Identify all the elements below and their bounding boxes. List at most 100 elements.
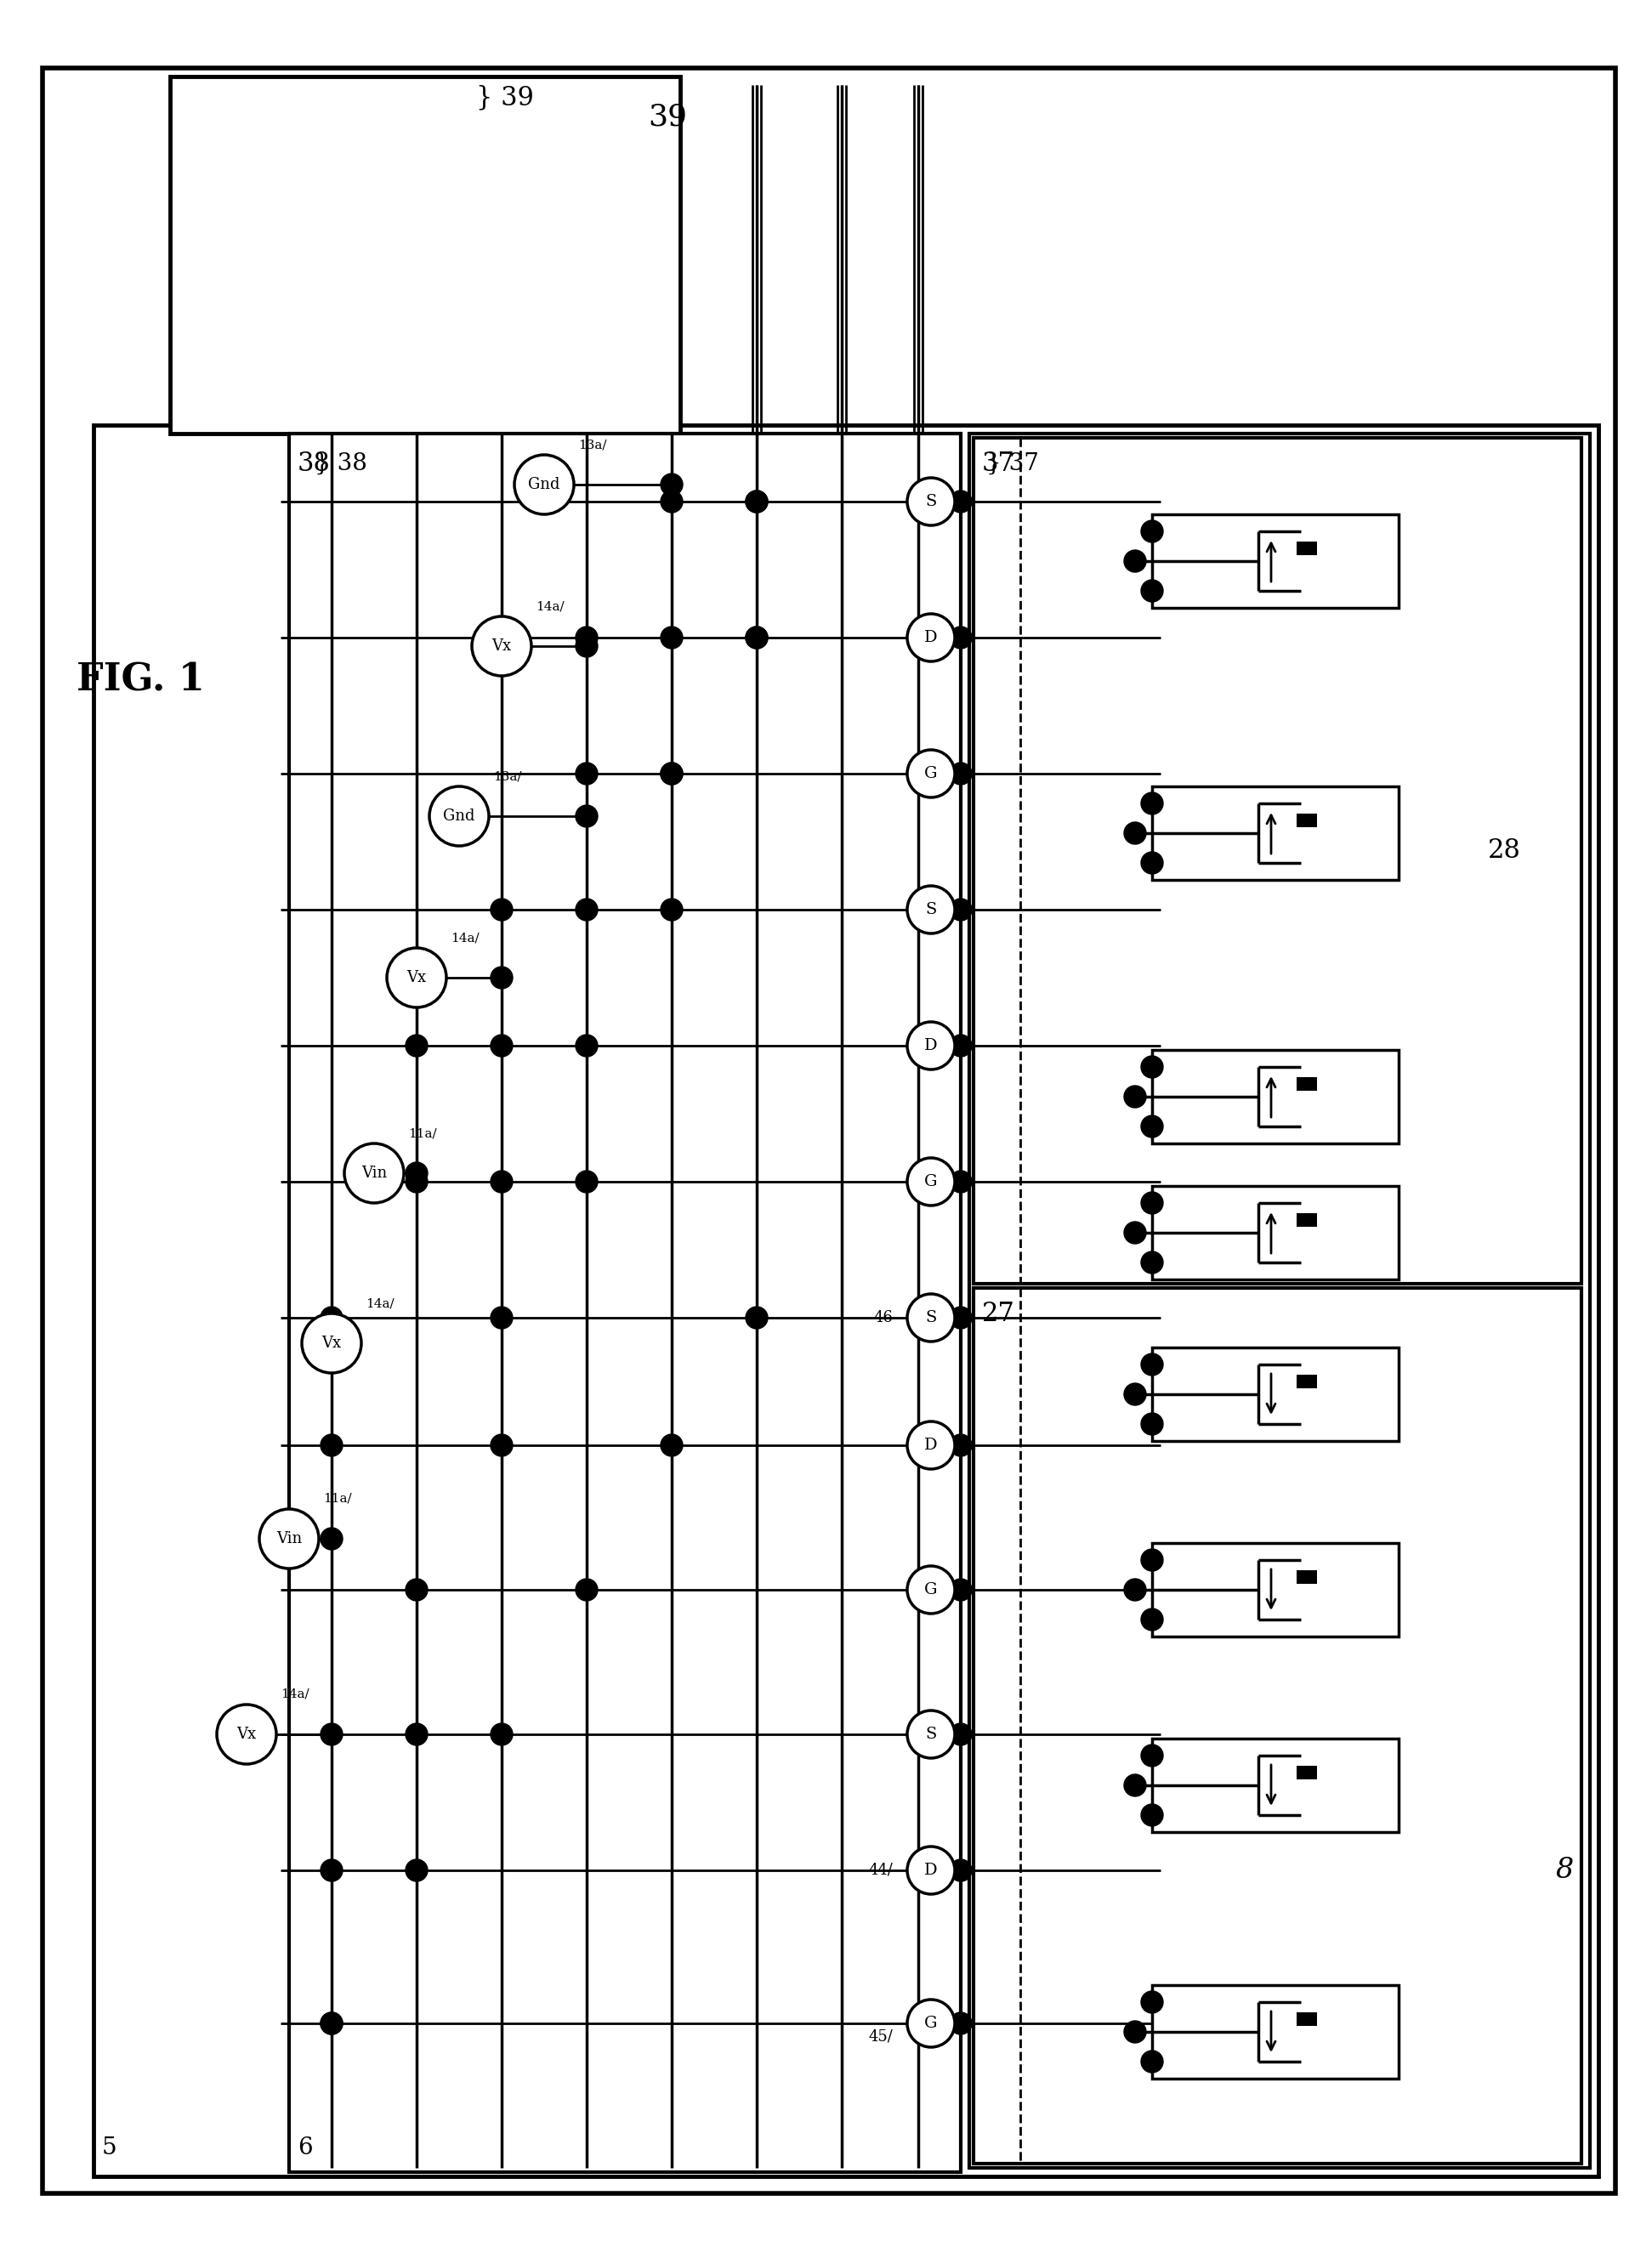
Circle shape	[1123, 1578, 1146, 1601]
Text: 13a/: 13a/	[578, 438, 606, 452]
Circle shape	[472, 616, 532, 675]
Circle shape	[575, 1034, 598, 1057]
Circle shape	[491, 1723, 512, 1745]
Circle shape	[1123, 1775, 1146, 1797]
Circle shape	[907, 1023, 955, 1070]
Circle shape	[491, 1307, 512, 1328]
Circle shape	[491, 1434, 512, 1456]
Text: 14a/: 14a/	[451, 933, 479, 944]
Circle shape	[1123, 551, 1146, 571]
Circle shape	[745, 490, 768, 513]
Text: 11a/: 11a/	[408, 1127, 436, 1140]
Circle shape	[745, 490, 768, 513]
Text: Vx: Vx	[322, 1334, 342, 1350]
Circle shape	[661, 763, 682, 786]
Circle shape	[405, 1858, 428, 1881]
Circle shape	[950, 625, 971, 648]
Circle shape	[491, 899, 512, 921]
Bar	[973, 438, 1581, 1285]
Circle shape	[907, 1294, 955, 1341]
Circle shape	[514, 454, 573, 515]
Text: D: D	[925, 630, 938, 646]
Circle shape	[950, 899, 971, 921]
Bar	[1297, 1375, 1317, 1389]
Bar	[1297, 1213, 1317, 1226]
Text: 39: 39	[648, 102, 687, 131]
Circle shape	[575, 806, 598, 826]
Circle shape	[907, 1712, 955, 1759]
Text: 14a/: 14a/	[535, 601, 565, 612]
Circle shape	[1142, 1115, 1163, 1138]
Circle shape	[661, 763, 682, 786]
Circle shape	[320, 1307, 342, 1328]
Bar	[1297, 1569, 1317, 1583]
Circle shape	[950, 490, 971, 513]
Circle shape	[575, 1578, 598, 1601]
Text: Vin: Vin	[276, 1531, 302, 1547]
Circle shape	[575, 899, 598, 921]
Circle shape	[387, 948, 446, 1007]
Circle shape	[320, 2012, 342, 2034]
Text: S: S	[925, 901, 937, 917]
Circle shape	[1142, 1414, 1163, 1436]
Circle shape	[320, 1723, 342, 1745]
Circle shape	[950, 1858, 971, 1881]
Circle shape	[575, 634, 598, 657]
Bar	[1297, 1766, 1317, 1779]
Circle shape	[1142, 851, 1163, 874]
Bar	[1297, 813, 1317, 826]
Bar	[289, 434, 961, 2172]
Text: FIG. 1: FIG. 1	[76, 662, 205, 698]
Circle shape	[907, 614, 955, 662]
Circle shape	[950, 1170, 971, 1192]
Text: G: G	[925, 2016, 938, 2030]
Circle shape	[907, 885, 955, 933]
Text: 5: 5	[102, 2136, 117, 2159]
Circle shape	[405, 1578, 428, 1601]
Text: Vin: Vin	[362, 1165, 387, 1181]
Text: Vx: Vx	[236, 1727, 256, 1741]
Bar	[973, 1287, 1581, 2163]
Bar	[1151, 1050, 1399, 1143]
Circle shape	[320, 1434, 342, 1456]
Circle shape	[320, 1332, 342, 1355]
Circle shape	[1123, 1384, 1146, 1404]
Text: G: G	[925, 765, 938, 781]
Circle shape	[1142, 1992, 1163, 2014]
Circle shape	[950, 2012, 971, 2034]
Circle shape	[661, 474, 682, 497]
Bar	[1151, 515, 1399, 607]
Text: } 37: } 37	[986, 452, 1039, 474]
Circle shape	[1142, 793, 1163, 815]
Circle shape	[344, 1143, 403, 1204]
Circle shape	[405, 1034, 428, 1057]
Circle shape	[1142, 1608, 1163, 1630]
Circle shape	[1142, 1192, 1163, 1215]
Circle shape	[575, 763, 598, 786]
Circle shape	[950, 1723, 971, 1745]
Circle shape	[430, 786, 489, 847]
Circle shape	[950, 763, 971, 786]
Text: 6: 6	[297, 2136, 312, 2159]
Text: 8: 8	[1556, 1856, 1574, 1883]
Circle shape	[950, 1307, 971, 1328]
Circle shape	[907, 2001, 955, 2048]
Circle shape	[950, 1034, 971, 1057]
Circle shape	[907, 750, 955, 797]
Text: S: S	[925, 1727, 937, 1741]
Circle shape	[405, 1163, 428, 1183]
Circle shape	[1123, 1086, 1146, 1109]
Text: D: D	[925, 1438, 938, 1452]
Text: 45/: 45/	[869, 2028, 892, 2043]
Circle shape	[1142, 2050, 1163, 2073]
Circle shape	[491, 1034, 512, 1057]
Bar	[1151, 1985, 1399, 2080]
Circle shape	[491, 966, 512, 989]
Circle shape	[745, 625, 768, 648]
Circle shape	[1142, 519, 1163, 542]
Text: Gnd: Gnd	[443, 808, 476, 824]
Circle shape	[1142, 1251, 1163, 1274]
Circle shape	[491, 1170, 512, 1192]
Circle shape	[405, 1170, 428, 1192]
Circle shape	[1123, 1222, 1146, 1244]
